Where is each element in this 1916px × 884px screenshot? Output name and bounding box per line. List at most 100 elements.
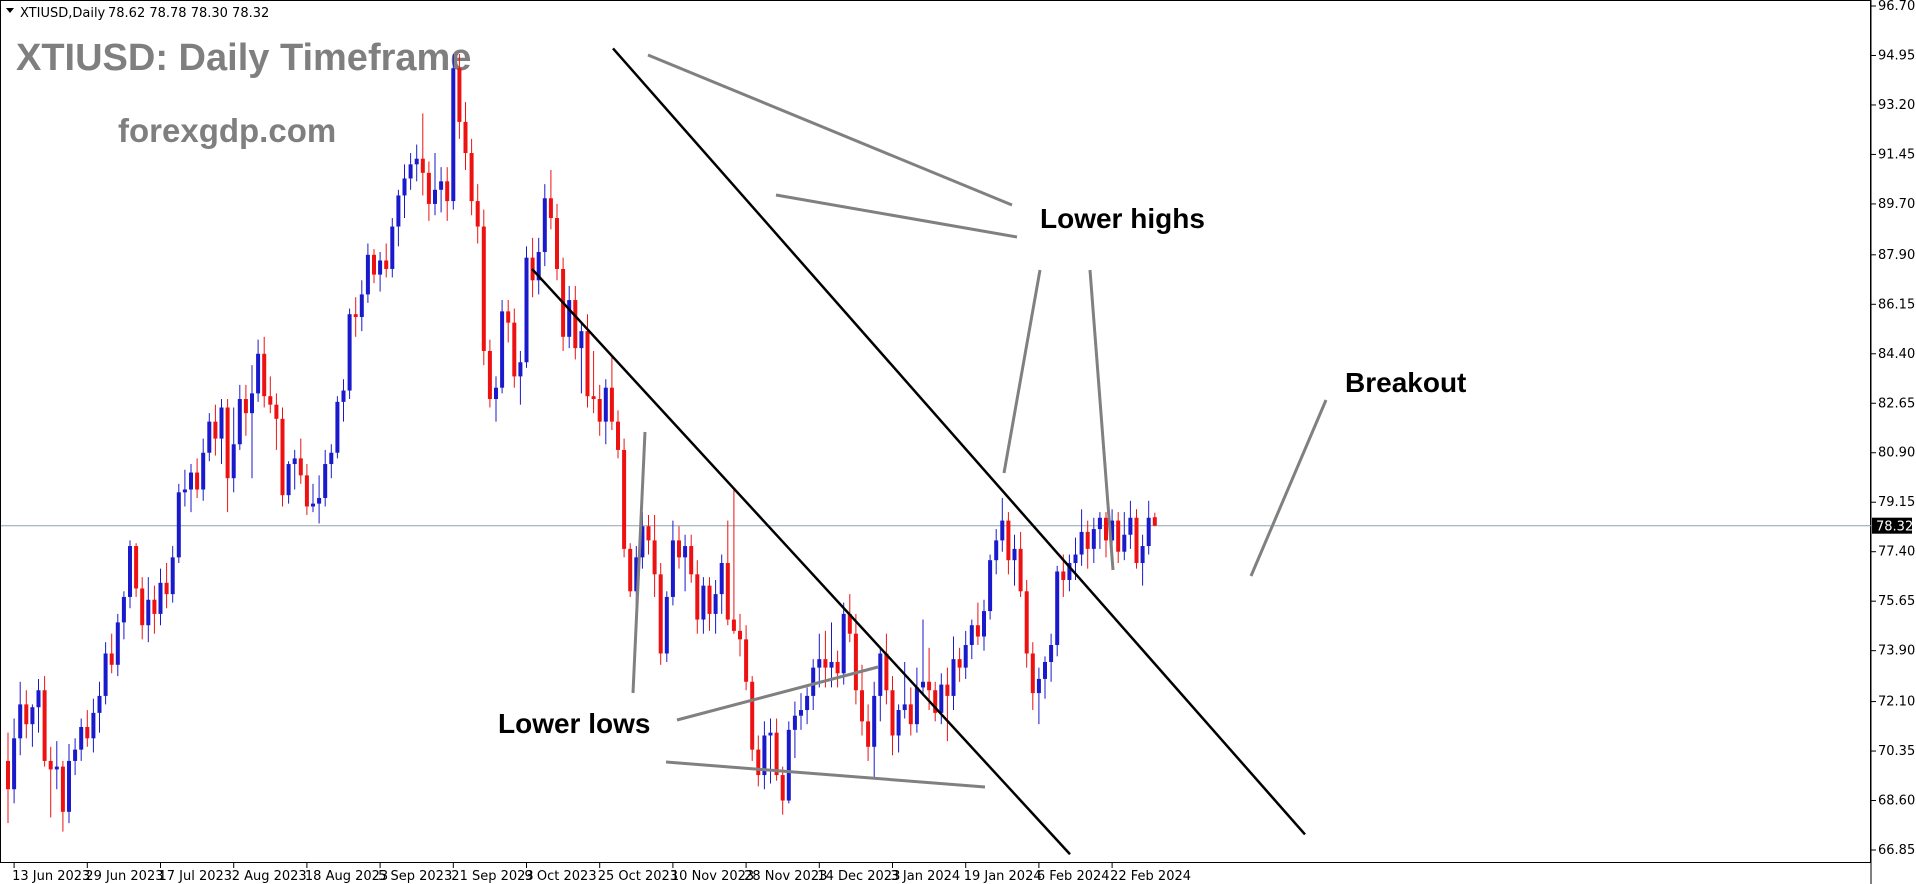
y-tick-label: 77.40 <box>1878 545 1915 560</box>
candle-body <box>988 560 993 612</box>
candle-body <box>1128 517 1133 535</box>
candle-body <box>982 611 986 637</box>
candle-body <box>12 738 17 790</box>
candle-body <box>1006 520 1011 561</box>
x-tick-label: 21 Sep 2023 <box>451 869 533 884</box>
pointer-lower-highs-1 <box>647 53 1013 207</box>
symbol-info: XTIUSD,Daily <box>20 6 106 21</box>
candle-body <box>811 667 816 696</box>
candle-body <box>1012 548 1017 561</box>
candle-body <box>146 599 151 626</box>
candle-body <box>506 311 511 323</box>
y-axis: 96.70 94.95 93.20 91.45 89.70 87.90 86.15 84.40… <box>1871 0 1915 858</box>
x-tick-label: 5 Sep 2023 <box>378 869 452 884</box>
candle-body <box>1110 520 1115 541</box>
candle-body <box>341 390 346 402</box>
candle-body <box>634 557 639 592</box>
candle-body <box>481 226 486 351</box>
candle-body <box>121 596 126 623</box>
candle-body <box>24 704 29 725</box>
candle-body <box>494 387 498 400</box>
y-tick-label: 80.90 <box>1878 446 1915 461</box>
y-tick-label: 86.15 <box>1878 297 1915 312</box>
x-tick-label: 29 Jun 2023 <box>85 869 163 884</box>
candle-body <box>585 331 590 397</box>
candle-body <box>1018 548 1023 592</box>
candle-body <box>884 653 889 691</box>
candle-body <box>237 399 242 445</box>
candle-body <box>414 158 419 165</box>
candle-body <box>774 732 779 776</box>
candle-body <box>219 407 224 439</box>
candle-body <box>945 684 950 696</box>
candle-body <box>475 201 480 227</box>
current-price-tag-bg <box>1872 517 1912 534</box>
candle-body <box>969 625 974 646</box>
x-tick-label: 17 Jul 2023 <box>159 869 233 884</box>
candle-body <box>536 251 541 281</box>
candle-body <box>1067 563 1072 580</box>
dropdown-triangle-icon[interactable] <box>6 8 14 13</box>
candle-body <box>597 399 602 422</box>
candle-body <box>182 489 187 493</box>
candle-body <box>1000 520 1005 541</box>
candle-body <box>152 599 157 614</box>
candle-body <box>433 189 437 204</box>
candle-body <box>1134 517 1139 564</box>
candle-body <box>609 387 614 422</box>
candle-body <box>750 681 755 750</box>
candle-body <box>677 540 681 558</box>
candle-body <box>658 574 663 654</box>
candle-body <box>189 472 193 490</box>
pointer-lower-highs-3 <box>1002 269 1042 474</box>
candle-body <box>402 178 407 196</box>
current-price-tag-text: 78.32 <box>1876 520 1913 535</box>
x-tick-label: 2 Aug 2023 <box>232 869 307 884</box>
candle-body <box>384 260 389 269</box>
candle-body <box>908 704 913 725</box>
candle-body <box>292 458 297 465</box>
candle-body <box>225 407 230 479</box>
candle-body <box>512 322 517 377</box>
y-tick-label: 73.90 <box>1878 644 1915 659</box>
candle-body <box>896 710 901 736</box>
candle-body <box>872 695 877 747</box>
candle-body <box>243 399 248 414</box>
candle-body <box>280 418 285 496</box>
x-tick-label: 10 Nov 2023 <box>671 869 754 884</box>
candle-body <box>799 710 803 716</box>
candle-body <box>128 546 132 597</box>
candle-body <box>921 681 925 688</box>
candle-body <box>939 684 944 713</box>
candle-body <box>256 353 261 394</box>
y-tick-label: 79.15 <box>1878 495 1915 510</box>
pointer-lower-lows-3 <box>665 760 986 789</box>
y-tick-label: 87.90 <box>1878 248 1915 263</box>
candle-body <box>646 526 651 541</box>
candle-body <box>1024 591 1029 654</box>
candle-body <box>85 727 90 739</box>
candle-body <box>994 540 999 561</box>
candle-body <box>866 721 871 747</box>
candle-body <box>823 659 828 668</box>
candle-body <box>268 396 273 405</box>
chart-header: XTIUSD,Daily 78.62 78.78 78.30 78.32 <box>6 6 269 21</box>
candle-body <box>957 659 962 668</box>
candle-body <box>914 687 919 725</box>
watermark-site: forexgdp.com <box>118 112 336 149</box>
candle-body <box>707 585 712 614</box>
candle-body <box>829 661 834 668</box>
candle-body <box>701 585 706 620</box>
y-tick-label: 72.10 <box>1878 695 1915 710</box>
candle-body <box>524 257 529 363</box>
candle-body <box>469 153 474 202</box>
candle-body <box>616 421 620 450</box>
candle-body <box>500 311 505 388</box>
candle-body <box>439 181 444 190</box>
candle-body <box>1104 517 1108 541</box>
candle-body <box>567 300 572 337</box>
candle-body <box>353 314 358 318</box>
descending-channel <box>531 47 1306 856</box>
candle-body <box>1043 661 1047 679</box>
